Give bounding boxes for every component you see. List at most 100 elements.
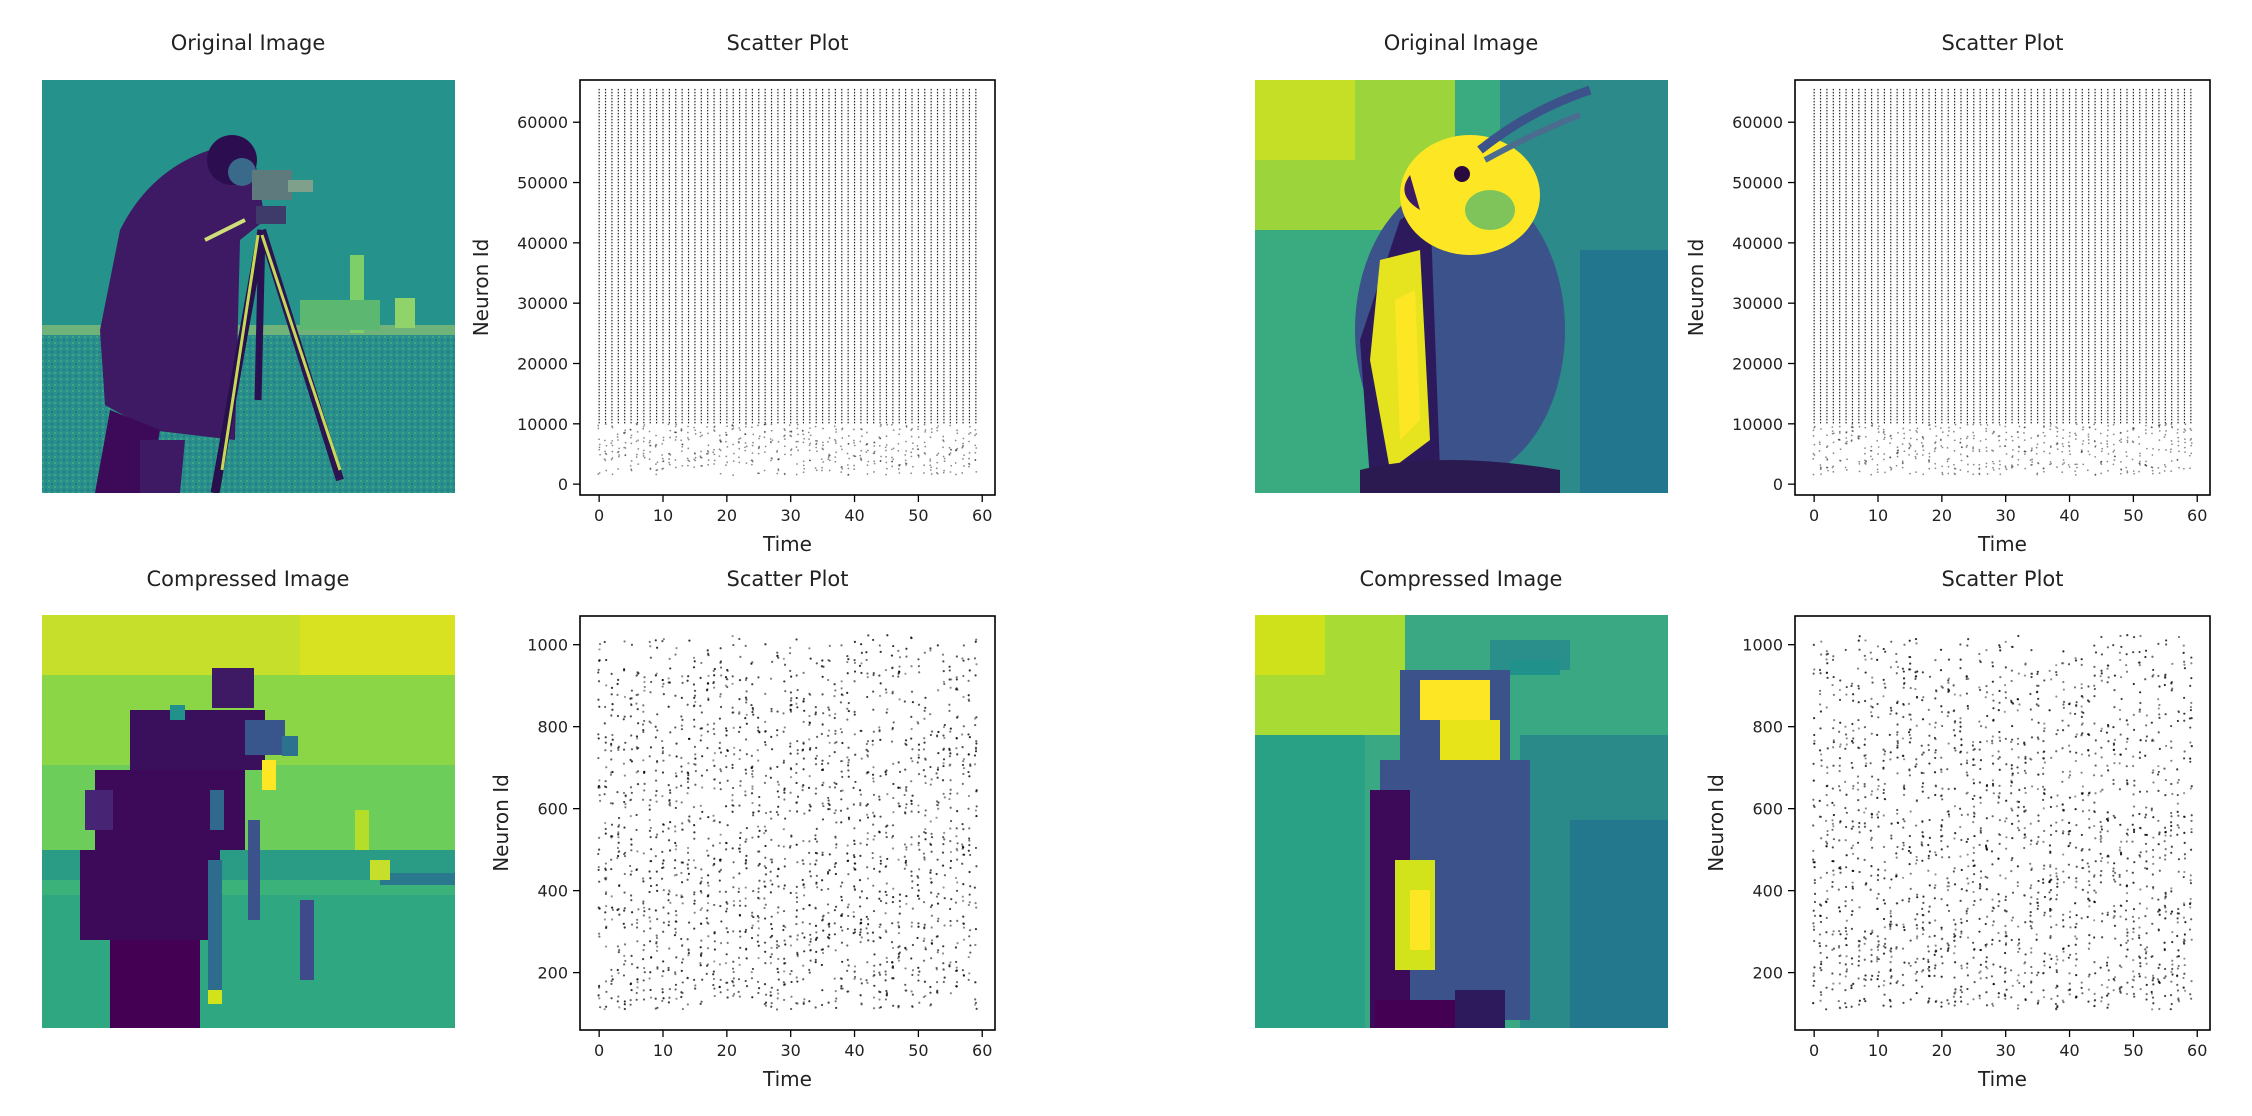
spike-point [2069,432,2071,434]
spike-point [782,731,784,733]
spike-point [2063,462,2065,464]
spike-point [1993,469,1995,471]
spike-point [809,870,811,872]
spike-point [680,996,682,998]
spike-point [796,909,798,911]
spike-point [802,672,804,674]
spike-point [713,904,715,906]
spike-point [700,881,702,883]
spike-point [803,721,805,723]
spike-point [2016,800,2018,802]
spike-point [746,462,748,464]
spike-point [763,436,765,438]
spike-point [1922,790,1924,792]
spike-point [746,827,748,829]
spike-point [783,999,785,1001]
spike-point [661,878,663,880]
spike-point [867,450,869,452]
spike-point [1857,719,1859,721]
spike-point [1916,696,1918,698]
spike-point [2159,430,2161,432]
spike-point [1992,461,1994,463]
spike-point [924,981,926,983]
spike-point [1953,936,1955,938]
spike-point [814,713,816,715]
spike-point [873,970,875,972]
spike-point [744,717,746,719]
spike-point [2068,776,2070,778]
spike-point [649,691,651,693]
spike-point [892,675,894,677]
spike-point [803,698,805,700]
spike-point [840,977,842,979]
spike-point [867,939,869,941]
spike-point [757,981,759,983]
y-tick-label: 600 [537,800,568,819]
spike-point [2164,434,2166,436]
spike-point [661,975,663,977]
spike-point [1953,837,1955,839]
spike-point [2081,859,2083,861]
spike-point [624,960,626,962]
spike-point [1934,442,1936,444]
spike-point [1839,872,1841,874]
spike-point [778,441,780,443]
spike-point [1897,822,1899,824]
spike-point [860,922,862,924]
spike-point [2004,820,2006,822]
spike-point [2036,447,2038,449]
spike-point [1852,870,1854,872]
spike-point [892,645,894,647]
spike-point [790,699,792,701]
spike-point [1987,473,1989,475]
spike-point [1948,742,1950,744]
spike-point [2056,959,2058,961]
spike-point [1852,742,1854,744]
spike-point [2049,915,2051,917]
spike-point [975,716,977,718]
spike-point [1890,709,1892,711]
spike-point [1850,985,1852,987]
spike-point [891,461,893,463]
spike-point [2081,683,2083,685]
spike-point [1844,1002,1846,1004]
spike-point [757,941,759,943]
spike-point [782,712,784,714]
spike-point [2025,451,2027,453]
spike-point [1864,974,1866,976]
spike-point [789,792,791,794]
spike-point [1851,928,1853,930]
spike-point [719,768,721,770]
spike-point [911,925,913,927]
spike-point [2024,762,2026,764]
spike-point [2088,809,2090,811]
spike-point [872,740,874,742]
spike-point [770,956,772,958]
spike-point [744,794,746,796]
spike-point [2043,727,2045,729]
spike-point [2030,676,2032,678]
spike-point [1826,446,1828,448]
spike-point [905,739,907,741]
spike-point [2018,446,2020,448]
spike-point [599,472,601,474]
spike-point [1935,722,1937,724]
spike-point [2107,830,2109,832]
spike-point [847,959,849,961]
spike-point [1910,810,1912,812]
spike-point [841,929,843,931]
spike-point [1972,446,1974,448]
spike-point [942,749,944,751]
spike-point [680,894,682,896]
spike-point [649,451,651,453]
spike-point [707,838,709,840]
spike-point [1999,464,2001,466]
spike-point [962,773,964,775]
spike-point [1997,893,1999,895]
spike-point [732,675,734,677]
spike-point [2114,925,2116,927]
spike-point [974,887,976,889]
spike-point [2113,742,2115,744]
spike-point [2107,646,2109,648]
spike-point [1948,659,1950,661]
